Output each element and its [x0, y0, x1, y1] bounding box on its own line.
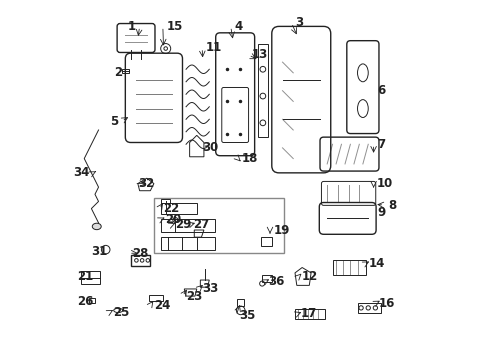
Text: 25: 25: [113, 306, 129, 319]
Text: 35: 35: [240, 309, 256, 322]
Text: 16: 16: [379, 297, 395, 310]
Text: 12: 12: [302, 270, 318, 283]
Text: 29: 29: [175, 218, 192, 231]
Text: 34: 34: [73, 166, 90, 179]
Bar: [154, 198, 284, 253]
Text: 6: 6: [377, 84, 386, 97]
Bar: [161, 203, 197, 214]
Text: 32: 32: [138, 177, 154, 190]
Bar: [358, 303, 381, 313]
Text: 10: 10: [377, 177, 393, 190]
Text: 5: 5: [110, 114, 118, 127]
Text: 4: 4: [234, 20, 243, 33]
Text: 14: 14: [368, 257, 385, 270]
Text: 22: 22: [163, 202, 179, 215]
Text: 31: 31: [91, 245, 107, 258]
Bar: [161, 199, 170, 203]
Bar: [131, 255, 150, 266]
Text: 18: 18: [242, 152, 258, 165]
Text: 2: 2: [114, 66, 122, 79]
Bar: [148, 295, 163, 301]
Bar: [122, 68, 129, 73]
Bar: [89, 298, 95, 303]
Text: 13: 13: [252, 49, 269, 62]
Bar: [161, 219, 215, 232]
Text: 30: 30: [202, 141, 219, 154]
Text: 28: 28: [132, 247, 149, 260]
Text: 3: 3: [295, 16, 303, 29]
Text: 20: 20: [165, 213, 181, 226]
Bar: [238, 299, 244, 306]
Text: 36: 36: [268, 275, 285, 288]
Text: 24: 24: [154, 298, 171, 311]
Text: 15: 15: [167, 20, 183, 33]
Text: 11: 11: [206, 41, 222, 54]
Text: 21: 21: [77, 270, 93, 283]
Text: 26: 26: [77, 295, 93, 308]
Text: 8: 8: [388, 198, 396, 212]
Bar: [333, 260, 367, 275]
Text: 7: 7: [377, 138, 385, 151]
Bar: [161, 237, 215, 249]
Bar: [262, 275, 272, 282]
Text: 27: 27: [193, 218, 209, 231]
Text: 9: 9: [377, 206, 386, 219]
Ellipse shape: [92, 223, 101, 230]
Text: 23: 23: [186, 289, 202, 303]
Text: 17: 17: [300, 307, 317, 320]
Text: 33: 33: [202, 283, 219, 296]
Text: 1: 1: [128, 20, 136, 33]
Bar: [261, 237, 272, 246]
Bar: [295, 309, 325, 319]
Text: 19: 19: [273, 224, 290, 237]
